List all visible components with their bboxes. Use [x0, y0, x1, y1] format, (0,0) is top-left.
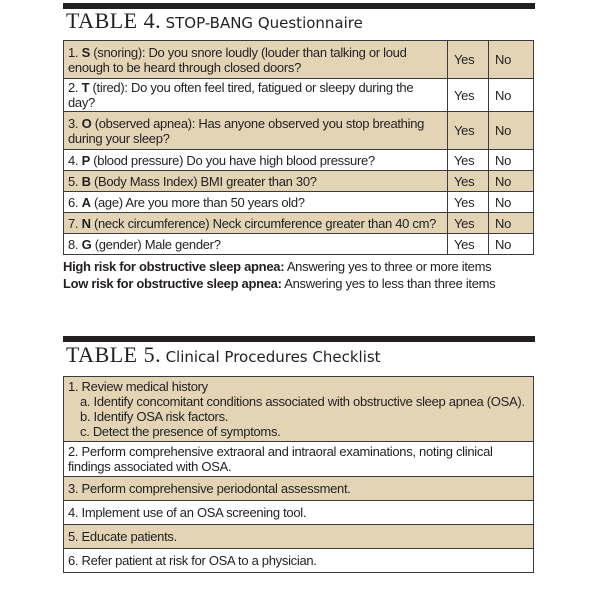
checklist-row: 2. Perform comprehensive extraoral and i…: [63, 441, 534, 477]
checklist-row: 1. Review medical history a. Identify co…: [63, 376, 534, 442]
yes-option: Yes: [447, 111, 489, 150]
question-text: 2. T (tired): Do you often feel tired, f…: [63, 78, 448, 112]
high-risk-note: High risk for obstructive sleep apnea: A…: [63, 259, 492, 274]
yes-option: Yes: [447, 40, 489, 79]
table4-rule: [63, 3, 535, 9]
checklist-item: 4. Implement use of an OSA screening too…: [63, 500, 534, 525]
question-row: 2. T (tired): Do you often feel tired, f…: [63, 78, 534, 112]
question-text: 7. N (neck circumference) Neck circumfer…: [63, 212, 448, 234]
question-row: 4. P (blood pressure) Do you have high b…: [63, 149, 534, 171]
question-text: 8. G (gender) Male gender?: [63, 233, 448, 255]
yes-option: Yes: [447, 149, 489, 171]
low-risk-note: Low risk for obstructive sleep apnea: An…: [63, 276, 496, 291]
stop-bang-table: 1. S (snoring): Do you snore loudly (lou…: [63, 40, 534, 255]
question-letter: S: [81, 44, 91, 60]
checklist-item: 6. Refer patient at risk for OSA to a ph…: [63, 548, 534, 573]
table5-title: TABLE 5. Clinical Procedures Checklist: [66, 342, 381, 367]
no-option: No: [488, 233, 534, 255]
question-row: 1. S (snoring): Do you snore loudly (lou…: [63, 40, 534, 79]
checklist-row: 4. Implement use of an OSA screening too…: [63, 500, 534, 525]
question-letter: N: [81, 215, 91, 231]
checklist-item: 5. Educate patients.: [63, 524, 534, 549]
no-option: No: [488, 212, 534, 234]
question-row: 8. G (gender) Male gender? Yes No: [63, 233, 534, 255]
table5-rule: [63, 336, 535, 342]
table4-title: TABLE 4. STOP-BANG Questionnaire: [66, 8, 363, 33]
no-option: No: [488, 149, 534, 171]
checklist-item: 3. Perform comprehensive periodontal ass…: [63, 476, 534, 501]
question-letter: A: [81, 194, 91, 210]
question-letter: P: [81, 152, 91, 168]
question-letter: O: [81, 115, 92, 131]
question-text: 6. A (age) Are you more than 50 years ol…: [63, 191, 448, 213]
checklist-item: 1. Review medical history a. Identify co…: [63, 376, 534, 442]
question-text: 3. O (observed apnea): Has anyone observ…: [63, 111, 448, 150]
no-option: No: [488, 170, 534, 192]
question-letter: G: [81, 236, 92, 252]
no-option: No: [488, 40, 534, 79]
checklist-row: 5. Educate patients.: [63, 524, 534, 549]
checklist-row: 6. Refer patient at risk for OSA to a ph…: [63, 548, 534, 573]
no-option: No: [488, 78, 534, 112]
no-option: No: [488, 191, 534, 213]
question-text: 1. S (snoring): Do you snore loudly (lou…: [63, 40, 448, 79]
no-option: No: [488, 111, 534, 150]
clinical-checklist-table: 1. Review medical history a. Identify co…: [63, 376, 534, 573]
yes-option: Yes: [447, 212, 489, 234]
yes-option: Yes: [447, 233, 489, 255]
checklist-item: 2. Perform comprehensive extraoral and i…: [63, 441, 534, 477]
question-letter: B: [81, 173, 91, 189]
question-text: 5. B (Body Mass Index) BMI greater than …: [63, 170, 448, 192]
yes-option: Yes: [447, 170, 489, 192]
question-row: 7. N (neck circumference) Neck circumfer…: [63, 212, 534, 234]
question-row: 5. B (Body Mass Index) BMI greater than …: [63, 170, 534, 192]
question-row: 6. A (age) Are you more than 50 years ol…: [63, 191, 534, 213]
question-row: 3. O (observed apnea): Has anyone observ…: [63, 111, 534, 150]
yes-option: Yes: [447, 191, 489, 213]
yes-option: Yes: [447, 78, 489, 112]
question-letter: T: [81, 80, 90, 95]
checklist-row: 3. Perform comprehensive periodontal ass…: [63, 476, 534, 501]
question-text: 4. P (blood pressure) Do you have high b…: [63, 149, 448, 171]
